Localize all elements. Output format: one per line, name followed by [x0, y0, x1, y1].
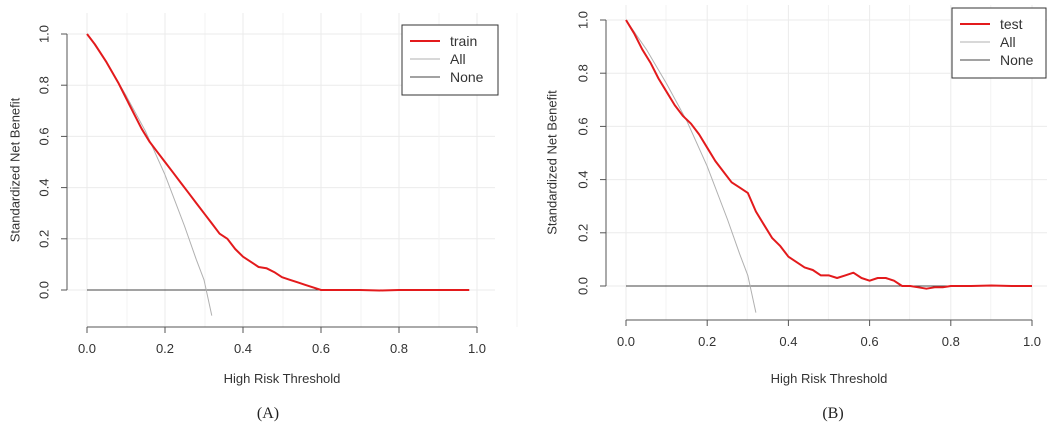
y-tick-label: 0.6 [36, 127, 51, 145]
chart-panel-b: 0.0 0.2 0.4 0.6 0.8 1.0 0.0 0.2 0.4 0.6 0.8 1.0 High… [544, 5, 1047, 422]
y-tick-label: 0.0 [575, 277, 590, 295]
y-tick-label: 0.6 [575, 117, 590, 135]
y-axis-label: Standardized Net Benefit [544, 90, 559, 235]
y-tick-label: 1.0 [575, 11, 590, 29]
y-tick-label: 0.4 [36, 179, 51, 197]
x-axis-label: High Risk Threshold [224, 371, 341, 386]
panel-caption: (B) [822, 405, 843, 422]
x-tick-label: 0.0 [78, 341, 96, 356]
series-line-all [625, 19, 757, 313]
y-tick-label: 1.0 [36, 25, 51, 43]
series-line-train [86, 33, 470, 292]
x-tick-label: 0.6 [312, 341, 330, 356]
x-axis-label: High Risk Threshold [771, 371, 888, 386]
legend-label-none: None [450, 69, 484, 85]
y-tick-label: 0.2 [575, 224, 590, 242]
legend-box [951, 7, 1047, 79]
legend: test All None [951, 7, 1047, 79]
series-line-all [86, 33, 213, 316]
x-tick-label: 0.0 [617, 334, 635, 349]
series-line-test [625, 19, 1032, 290]
x-tick-label: 1.0 [468, 341, 486, 356]
x-tick-label: 0.6 [861, 334, 879, 349]
x-tick-label: 0.2 [156, 341, 174, 356]
x-tick-label: 0.8 [390, 341, 408, 356]
y-tick-label: 0.2 [36, 230, 51, 248]
y-tick-label: 0.8 [575, 64, 590, 82]
legend: train All None [401, 24, 499, 96]
y-axis-label: Standardized Net Benefit [7, 97, 22, 242]
x-tick-label: 1.0 [1023, 334, 1041, 349]
panel-caption: (A) [257, 405, 279, 422]
chart-panel-a: 0.0 0.2 0.4 0.6 0.8 1.0 0.0 0.2 0.4 0.6 0.8 1.0 High… [7, 13, 518, 422]
y-tick-label: 0.4 [575, 171, 590, 189]
legend-label-none: None [1000, 52, 1034, 68]
legend-label-train: train [450, 33, 477, 49]
y-tick-label: 0.8 [36, 76, 51, 94]
legend-box [401, 24, 499, 96]
legend-label-all: All [1000, 34, 1016, 50]
x-tick-label: 0.2 [698, 334, 716, 349]
y-tick-label: 0.0 [36, 281, 51, 299]
x-tick-label: 0.4 [779, 334, 797, 349]
legend-label-all: All [450, 51, 466, 67]
legend-label-test: test [1000, 16, 1023, 32]
x-tick-label: 0.4 [234, 341, 252, 356]
x-tick-label: 0.8 [942, 334, 960, 349]
